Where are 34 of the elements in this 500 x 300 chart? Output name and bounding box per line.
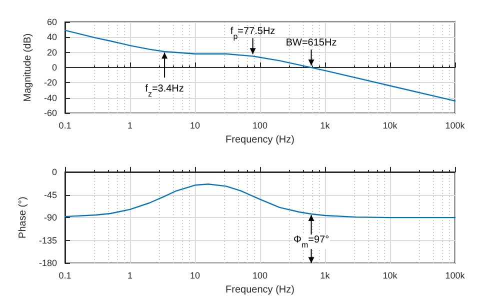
annotation: f$_{p}$=77.5Hz: [230, 26, 276, 41]
y-tick-label: 0: [52, 167, 57, 177]
y-axis-title: Phase (°): [18, 196, 29, 238]
x-tick-label: 1: [127, 270, 133, 281]
y-tick-label: -20: [44, 78, 57, 88]
x-tick-label: 1: [127, 120, 133, 131]
x-tick-label: 100: [252, 270, 268, 281]
x-tick-label: 10k: [382, 270, 398, 281]
x-tick-label: 100k: [445, 270, 466, 281]
y-tick-label: -40: [44, 92, 57, 103]
y-tick-label: -135: [38, 235, 57, 246]
x-tick-label: 0.1: [58, 120, 72, 131]
y-tick-label: -45: [44, 190, 57, 200]
x-tick-label: 10: [190, 120, 200, 131]
x-axis-title: Frequency (Hz): [226, 284, 294, 296]
x-axis-title: Frequency (Hz): [226, 134, 294, 146]
y-tick-label: 20: [46, 47, 57, 58]
annotation: f$_{z}$=3.4Hz: [145, 84, 184, 98]
y-tick-label: -60: [44, 108, 57, 118]
y-tick-label: -90: [44, 212, 57, 223]
x-tick-label: 100k: [445, 120, 466, 131]
y-tick-label: 40: [46, 32, 57, 42]
annotation: BW=615Hz: [286, 38, 337, 49]
x-tick-label: 10k: [382, 120, 398, 131]
annotation: Φ$_{m}$=97°: [293, 234, 330, 250]
y-tick-label: 60: [46, 17, 57, 27]
y-tick-label: 0: [52, 62, 57, 73]
x-tick-label: 10: [190, 270, 200, 281]
x-tick-label: 1k: [320, 270, 330, 281]
y-axis-title: Magnitude (dB): [22, 33, 34, 102]
x-tick-label: 100: [252, 120, 268, 131]
y-tick-label: -180: [38, 258, 57, 268]
x-tick-label: 0.1: [58, 270, 72, 281]
x-tick-label: 1k: [320, 120, 330, 131]
